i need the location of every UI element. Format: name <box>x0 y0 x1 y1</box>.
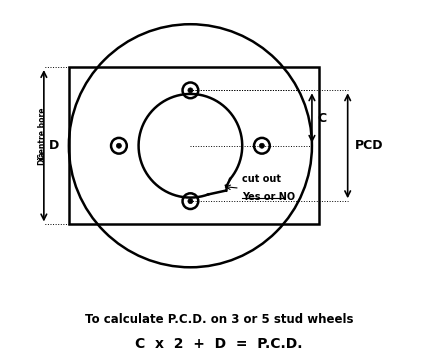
Circle shape <box>117 143 121 148</box>
Text: cut out: cut out <box>242 174 281 184</box>
Text: Centre bore: Centre bore <box>38 107 46 159</box>
Text: C: C <box>317 111 326 125</box>
Text: Dia: Dia <box>38 151 46 166</box>
Text: To calculate P.C.D. on 3 or 5 stud wheels: To calculate P.C.D. on 3 or 5 stud wheel… <box>85 313 353 326</box>
Circle shape <box>188 88 193 93</box>
Circle shape <box>188 199 193 204</box>
Bar <box>69 67 319 224</box>
Text: PCD: PCD <box>355 139 383 152</box>
Circle shape <box>259 143 265 148</box>
Text: C  x  2  +  D  =  P.C.D.: C x 2 + D = P.C.D. <box>135 337 303 351</box>
Text: Yes or NO: Yes or NO <box>242 192 295 202</box>
Text: D: D <box>49 139 60 152</box>
